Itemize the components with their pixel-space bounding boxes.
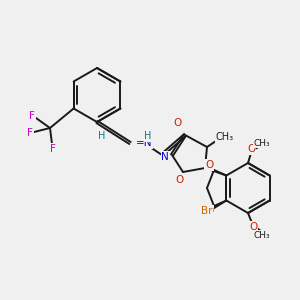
Text: F: F bbox=[27, 128, 33, 138]
Text: CH₃: CH₃ bbox=[254, 230, 270, 239]
Text: F: F bbox=[29, 111, 35, 121]
Text: =N: =N bbox=[136, 138, 152, 148]
Text: O: O bbox=[205, 160, 213, 170]
Text: O: O bbox=[173, 118, 181, 128]
Text: H: H bbox=[98, 131, 106, 141]
Text: Br: Br bbox=[201, 206, 212, 215]
Text: F: F bbox=[50, 144, 56, 154]
Text: N: N bbox=[161, 152, 169, 162]
Text: O: O bbox=[205, 206, 213, 216]
Text: O: O bbox=[176, 175, 184, 185]
Text: CH₃: CH₃ bbox=[254, 139, 270, 148]
Text: O: O bbox=[249, 222, 257, 232]
Text: H: H bbox=[144, 131, 152, 141]
Text: O: O bbox=[247, 144, 255, 154]
Text: CH₃: CH₃ bbox=[216, 132, 234, 142]
